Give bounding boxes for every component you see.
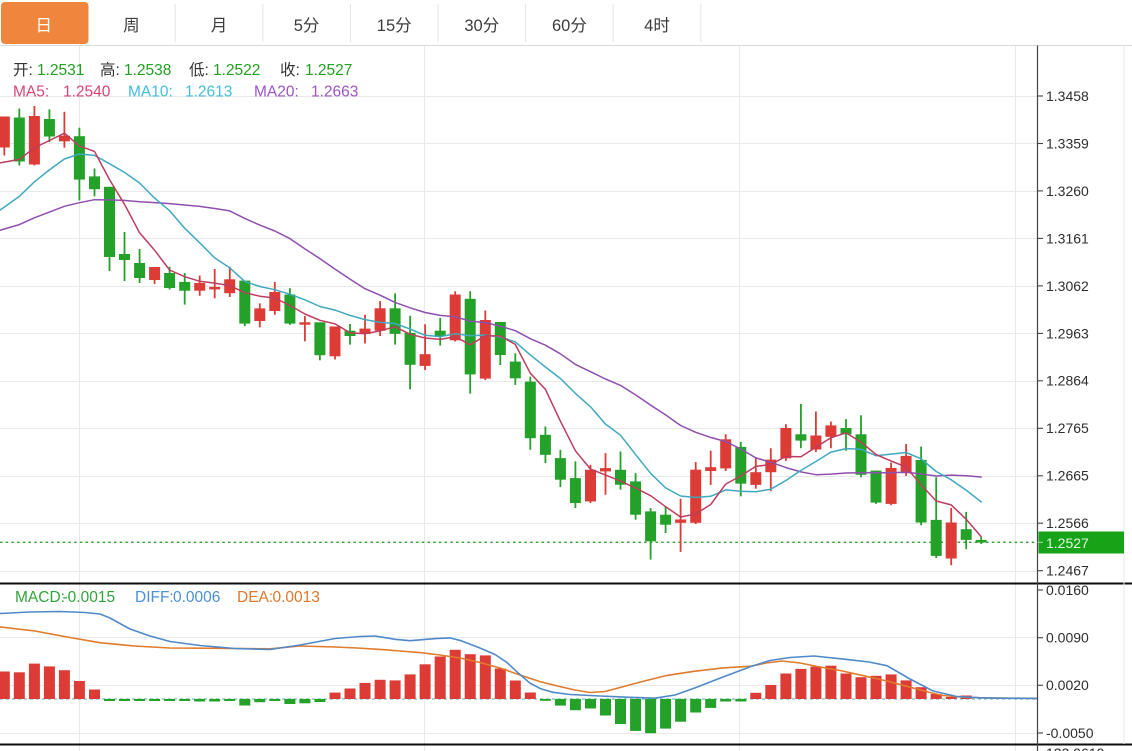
svg-text:月: 月	[211, 17, 228, 35]
svg-text:4时: 4时	[644, 16, 670, 35]
svg-text:1.2538: 1.2538	[124, 62, 171, 79]
svg-text:周: 周	[123, 17, 140, 35]
svg-text:DIFF:: DIFF:	[135, 589, 174, 606]
svg-text:MA10:: MA10:	[128, 84, 173, 101]
svg-text:日: 日	[36, 17, 53, 35]
svg-text:MACD:: MACD:	[15, 589, 65, 606]
svg-text:15分: 15分	[377, 16, 412, 35]
svg-text:60分: 60分	[552, 16, 587, 35]
svg-text:1.2527: 1.2527	[1046, 535, 1089, 551]
svg-text:MA5:: MA5:	[13, 84, 49, 101]
svg-text:1.2613: 1.2613	[185, 84, 232, 101]
svg-text:DEA:: DEA:	[237, 589, 273, 606]
svg-text:高:: 高:	[100, 61, 120, 79]
svg-text:1.2765: 1.2765	[1046, 420, 1089, 436]
svg-text:1.2540: 1.2540	[63, 84, 111, 101]
svg-text:123.9619: 123.9619	[1046, 745, 1105, 751]
svg-text:1.2864: 1.2864	[1046, 373, 1089, 389]
svg-text:0.0013: 0.0013	[273, 589, 320, 606]
svg-text:5分: 5分	[294, 16, 320, 35]
svg-text:1.2663: 1.2663	[311, 84, 358, 101]
svg-text:收:: 收:	[280, 61, 300, 79]
svg-text:1.2522: 1.2522	[213, 62, 260, 79]
svg-text:1.3062: 1.3062	[1046, 278, 1089, 294]
svg-text:30分: 30分	[464, 16, 499, 35]
svg-text:MA20:: MA20:	[254, 84, 299, 101]
svg-text:1.3458: 1.3458	[1046, 88, 1089, 104]
svg-text:1.3359: 1.3359	[1046, 135, 1089, 151]
svg-text:1.2665: 1.2665	[1046, 468, 1089, 484]
svg-text:0.0006: 0.0006	[173, 589, 220, 606]
svg-text:1.2531: 1.2531	[37, 62, 84, 79]
svg-text:1.2467: 1.2467	[1046, 563, 1089, 579]
svg-text:1.3161: 1.3161	[1046, 230, 1089, 246]
svg-text:1.2527: 1.2527	[305, 62, 352, 79]
svg-text:低:: 低:	[189, 61, 209, 79]
svg-text:0.0090: 0.0090	[1046, 630, 1089, 646]
svg-text:0.0020: 0.0020	[1046, 677, 1089, 693]
svg-text:-0.0015: -0.0015	[63, 589, 116, 606]
svg-text:0.0160: 0.0160	[1046, 582, 1089, 598]
svg-text:开:: 开:	[13, 62, 33, 79]
svg-text:1.2963: 1.2963	[1046, 325, 1089, 341]
svg-text:1.3260: 1.3260	[1046, 183, 1089, 199]
svg-text:-0.0050: -0.0050	[1046, 725, 1094, 741]
svg-text:1.2566: 1.2566	[1046, 515, 1089, 531]
